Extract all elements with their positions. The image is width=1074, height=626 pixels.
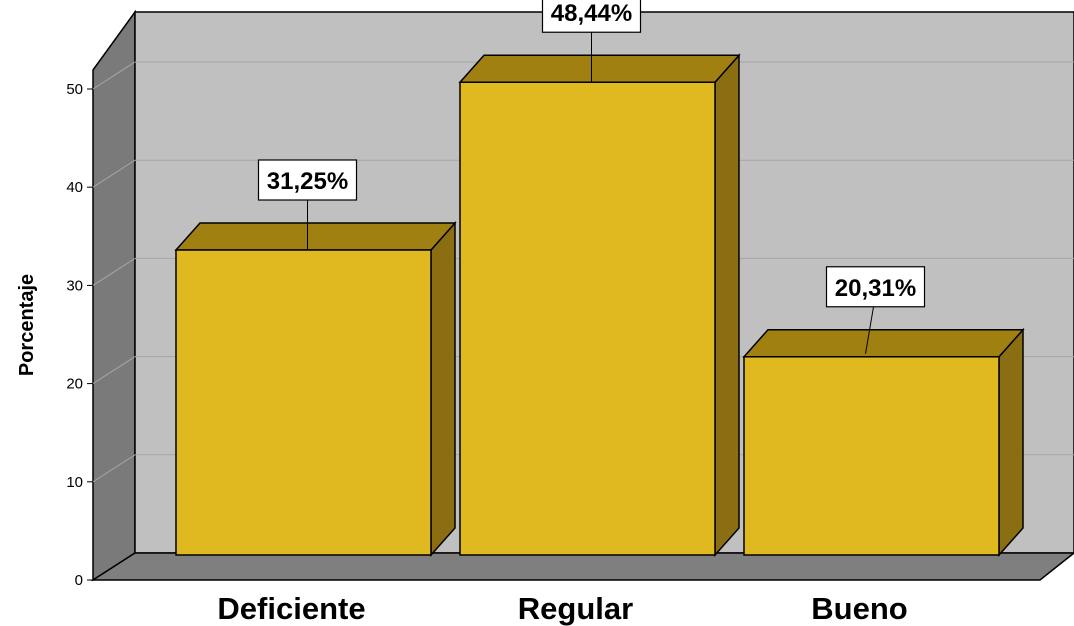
bar-side: [998, 327, 1024, 557]
grid-line: [92, 356, 136, 385]
bar-regular: [458, 53, 741, 557]
y-tick-label: 30: [66, 277, 83, 294]
x-tick-label: Regular: [518, 591, 633, 626]
grid-line: [92, 257, 136, 286]
bar-side: [714, 53, 740, 557]
data-label-box: [825, 266, 926, 308]
bar-top: [742, 329, 1025, 358]
data-labels: 31,25% 48,44% 20,31%: [257, 0, 926, 354]
leader-line: [865, 306, 874, 354]
y-tick-label: 20: [66, 376, 83, 393]
y-tick-label: 50: [66, 81, 83, 98]
floor: [90, 552, 1074, 581]
y-axis-title: Porcentaje: [16, 274, 38, 376]
grid-line: [92, 61, 136, 90]
y-tick-label: 40: [66, 179, 83, 196]
bar-bueno: [742, 327, 1025, 557]
y-tick-label: 0: [75, 572, 83, 589]
bar-side: [430, 221, 456, 557]
category-labels: Deficiente Regular Bueno: [217, 591, 907, 626]
data-label-box: [541, 0, 642, 33]
bar-front: [459, 81, 716, 556]
bars: [174, 53, 1025, 557]
y-tick-label: 10: [66, 474, 83, 491]
data-label-box: [257, 159, 358, 201]
bar-front: [743, 356, 1000, 556]
x-tick-label: Bueno: [811, 591, 907, 626]
data-label: 31,25%: [257, 159, 358, 250]
x-tick-label: Deficiente: [217, 591, 365, 626]
bar-front: [175, 249, 432, 556]
data-label-text: 20,31%: [835, 275, 916, 302]
bar-deficiente: [174, 221, 457, 557]
data-label-text: 48,44%: [551, 0, 632, 27]
data-label: 48,44%: [541, 0, 642, 83]
bar-top: [174, 222, 457, 251]
data-label-text: 31,25%: [267, 168, 348, 195]
grid-line: [92, 159, 136, 188]
grid-line: [92, 454, 136, 483]
left-wall: [92, 9, 136, 582]
y-axis-ticks: 0 10 20 30 40 50: [66, 81, 93, 589]
bar-top: [458, 54, 741, 83]
data-label: 20,31%: [825, 266, 926, 354]
